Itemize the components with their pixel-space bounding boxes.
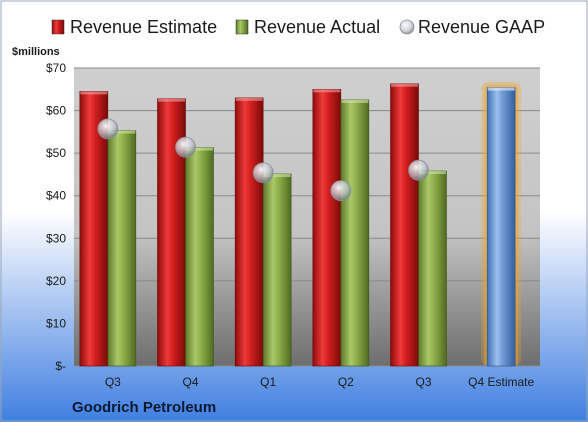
bar-highlight bbox=[108, 130, 136, 134]
gaap-markers bbox=[97, 118, 429, 202]
legend-swatch bbox=[235, 19, 249, 35]
bar-revenue-forecast bbox=[486, 87, 516, 367]
y-axis-ticks: $- $10 $20 $30 $40 $50 $60 $70 bbox=[46, 61, 66, 373]
legend: Revenue Estimate Revenue Actual Revenue GA… bbox=[51, 17, 545, 37]
bar-revenue-estimate bbox=[390, 83, 419, 367]
y-tick-label: $50 bbox=[46, 146, 66, 160]
x-tick-label: Q4 Estimate bbox=[468, 375, 534, 389]
y-tick-label: $60 bbox=[46, 104, 66, 118]
x-tick-label: Q1 bbox=[260, 375, 276, 389]
x-tick-label: Q3 bbox=[105, 375, 121, 389]
bar-revenue-actual bbox=[418, 170, 447, 367]
gridlines bbox=[74, 67, 540, 367]
marker-revenue-gaap bbox=[330, 180, 352, 202]
bar-highlight bbox=[391, 83, 418, 87]
company-name: Goodrich Petroleum bbox=[72, 399, 216, 416]
marker-revenue-gaap bbox=[252, 162, 274, 184]
y-tick-label: $20 bbox=[46, 274, 66, 288]
bar-highlight bbox=[341, 99, 369, 103]
x-tick-label: Q4 bbox=[182, 375, 198, 389]
bars bbox=[79, 81, 522, 367]
bar-highlight bbox=[313, 89, 341, 93]
marker-revenue-gaap bbox=[97, 118, 119, 140]
bar-highlight bbox=[263, 174, 291, 178]
bar-highlight bbox=[158, 98, 185, 102]
legend-label: Revenue GAAP bbox=[418, 17, 545, 37]
bar-highlight bbox=[235, 97, 263, 101]
legend-label: Revenue Estimate bbox=[70, 17, 217, 37]
y-tick-label: $40 bbox=[46, 189, 66, 203]
y-tick-label: $10 bbox=[46, 316, 66, 330]
bar-revenue-actual bbox=[262, 173, 292, 367]
marker-revenue-gaap bbox=[175, 136, 196, 158]
bar-revenue-estimate bbox=[234, 97, 264, 367]
y-tick-label: $70 bbox=[46, 61, 66, 75]
bar-revenue-actual bbox=[107, 130, 137, 367]
x-tick-label: Q2 bbox=[338, 375, 354, 389]
x-axis-ticks: Q3 Q4 Q1 Q2 Q3 Q4 Estimate bbox=[105, 375, 535, 389]
y-tick-label: $30 bbox=[46, 231, 66, 245]
bar-highlight bbox=[80, 91, 108, 95]
legend-label: Revenue Actual bbox=[254, 17, 380, 37]
bar-highlight bbox=[419, 171, 446, 175]
y-tick-label: $- bbox=[55, 359, 66, 373]
bar-revenue-estimate bbox=[312, 88, 342, 367]
marker-revenue-gaap bbox=[408, 159, 429, 181]
y-unit-label: $millions bbox=[12, 46, 60, 58]
x-tick-label: Q3 bbox=[415, 375, 431, 389]
bar-revenue-actual bbox=[185, 147, 214, 367]
plot-area bbox=[74, 68, 540, 366]
bar-highlight bbox=[487, 87, 515, 91]
legend-swatch bbox=[51, 19, 65, 35]
bar-revenue-actual bbox=[340, 99, 370, 367]
bar-highlight bbox=[186, 147, 213, 151]
legend-swatch bbox=[399, 19, 415, 35]
